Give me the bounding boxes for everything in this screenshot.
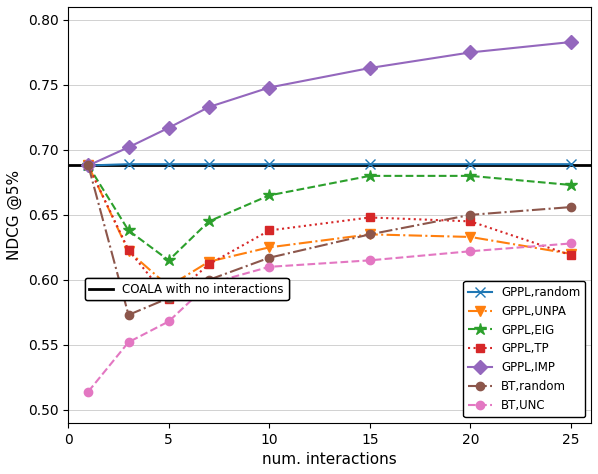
Y-axis label: NDCG @5%: NDCG @5%: [7, 170, 22, 260]
Legend: COALA with no interactions: COALA with no interactions: [84, 278, 289, 301]
X-axis label: num. interactions: num. interactions: [263, 452, 397, 467]
